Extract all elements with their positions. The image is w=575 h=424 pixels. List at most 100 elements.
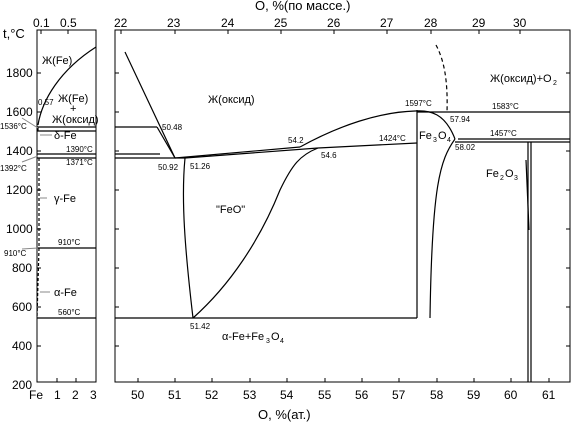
top-tick-24: 24 (221, 16, 235, 30)
phase-fe2o3-sub3: 3 (514, 175, 518, 182)
feo-right-boundary (192, 147, 319, 319)
y-tick-200: 200 (12, 378, 32, 392)
label-560: 560°C (58, 308, 81, 317)
left-panel-labels: 1536°C 1392°C 910°C 0.57 1390°C 1371°C 9… (0, 55, 99, 317)
phase-fe2o3-o: O (505, 168, 514, 180)
main-panel-frame (114, 29, 571, 383)
label-1597: 1597°C (405, 99, 432, 108)
left-bottom-tick-1: 1 (54, 388, 61, 402)
y-tick-1400: 1400 (6, 144, 33, 158)
label-1390: 1390°C (66, 145, 93, 154)
label-58-02: 58.02 (455, 143, 476, 152)
left-panel-ticks: 0.1 0.5 Fe 1 2 3 (29, 16, 97, 402)
bottom-tick-59: 59 (467, 388, 481, 402)
main-panel-phase-labels: Ж(оксид) "FeO" Fe 3 O 4 Fe 2 O 3 Ж(оксид… (208, 73, 557, 345)
bottom-tick-61: 61 (542, 388, 556, 402)
bottom-tick-57: 57 (392, 388, 406, 402)
liquidus-dome-left (299, 110, 416, 148)
left-bottom-tick-2: 2 (72, 388, 79, 402)
phase-liquid-fe: Ж(Fe) (42, 55, 72, 67)
top-tick-25: 25 (274, 16, 288, 30)
phase-liquid-mix-2: + (70, 103, 76, 115)
top-tick-29: 29 (472, 16, 486, 30)
y-tick-1800: 1800 (6, 66, 33, 80)
left-top-tick-0-5: 0.5 (60, 16, 77, 30)
y-tick-600: 600 (12, 300, 32, 314)
magnetite-right-boundary (429, 138, 456, 319)
label-54-6: 54.6 (321, 151, 337, 160)
phase-fe3o4-o: O (438, 130, 447, 142)
phase-alpha-fe-magnetite: α-Fe+Fe (222, 331, 264, 343)
phase-alpha-fe-magnetite-sub4: 4 (280, 338, 284, 345)
bottom-axis-title: O, %(ат.) (258, 407, 311, 422)
phase-feo: "FeO" (216, 204, 245, 216)
main-panel-tick-marks (120, 30, 550, 382)
left-panel-lines (36, 46, 97, 319)
line-1424 (317, 142, 418, 149)
phase-liquid-mix-1: Ж(Fe) (58, 93, 88, 105)
y-tick-1000: 1000 (6, 222, 33, 236)
main-panel-bottom-ticks: 50 51 52 53 54 55 56 57 58 59 60 61 (131, 388, 556, 402)
dashed-liquidus-top (435, 44, 448, 113)
label-1457: 1457°C (490, 129, 517, 138)
left-bottom-tick-3: 3 (90, 388, 97, 402)
phase-alpha-fe-magnetite-sub3: 3 (266, 338, 270, 345)
top-tick-27: 27 (380, 16, 394, 30)
left-gamma-boundary-dashed (36, 158, 40, 319)
top-tick-23: 23 (167, 16, 181, 30)
y-tick-1200: 1200 (6, 183, 33, 197)
label-54-2: 54.2 (288, 136, 304, 145)
main-panel-point-labels: 50.48 50.92 51.26 54.2 54.6 51.42 1424°C… (158, 99, 519, 331)
bottom-tick-60: 60 (504, 388, 518, 402)
liquidus-dome-right (414, 110, 456, 140)
phase-delta-fe: δ-Fe (54, 130, 77, 142)
y-tick-400: 400 (12, 339, 32, 353)
label-910-left: 910°C (4, 249, 27, 258)
phase-fe3o4-fe: Fe (419, 130, 432, 142)
label-1536: 1536°C (0, 122, 27, 131)
y-axis-title: t,°C (3, 26, 25, 41)
phase-fe3o4-sub4: 4 (447, 137, 451, 144)
left-bottom-tick-fe: Fe (29, 388, 43, 402)
label-1424: 1424°C (379, 134, 406, 143)
eutectic-line-1 (174, 146, 301, 159)
phase-liquid-oxide-plus-o2-sub: 2 (553, 80, 557, 87)
top-tick-28: 28 (424, 16, 438, 30)
line-50-48-to-50-92 (156, 126, 176, 159)
phase-liquid-mix-3: Ж(оксид) (52, 114, 99, 126)
bottom-tick-55: 55 (318, 388, 332, 402)
bottom-tick-52: 52 (205, 388, 219, 402)
bottom-tick-58: 58 (430, 388, 444, 402)
label-1392: 1392°C (0, 164, 27, 173)
main-panel-lines (115, 44, 570, 382)
left-panel-arrows (21, 117, 52, 293)
y-axis-tick-marks (37, 72, 570, 347)
top-tick-26: 26 (327, 16, 341, 30)
left-top-tick-0-1: 0.1 (33, 16, 50, 30)
bottom-tick-56: 56 (355, 388, 369, 402)
phase-fe3o4-sub3: 3 (433, 137, 437, 144)
label-57-94: 57.94 (450, 115, 471, 124)
feo-left-boundary (182, 157, 194, 319)
phase-gamma-fe: γ-Fe (54, 193, 76, 205)
y-tick-1600: 1600 (6, 105, 33, 119)
phase-alpha-fe-magnetite-o: O (271, 331, 280, 343)
label-51-26: 51.26 (190, 162, 211, 171)
label-1371: 1371°C (66, 158, 93, 167)
bottom-tick-51: 51 (168, 388, 182, 402)
bottom-tick-54: 54 (280, 388, 294, 402)
bottom-tick-53: 53 (243, 388, 257, 402)
phase-fe2o3-sub2: 2 (500, 175, 504, 182)
hematite-solvus (525, 159, 530, 231)
left-panel-tick-marks (40, 30, 77, 382)
top-tick-30: 30 (513, 16, 527, 30)
left-liquidus-curve (37, 46, 97, 126)
phase-fe2o3-fe: Fe (486, 168, 499, 180)
label-910-right: 910°C (58, 238, 81, 247)
bottom-tick-50: 50 (131, 388, 145, 402)
left-panel-frame (36, 29, 97, 383)
label-0-57: 0.57 (38, 98, 54, 107)
eutectic-line-2 (184, 147, 319, 159)
liquidus-steep-line (124, 51, 176, 159)
